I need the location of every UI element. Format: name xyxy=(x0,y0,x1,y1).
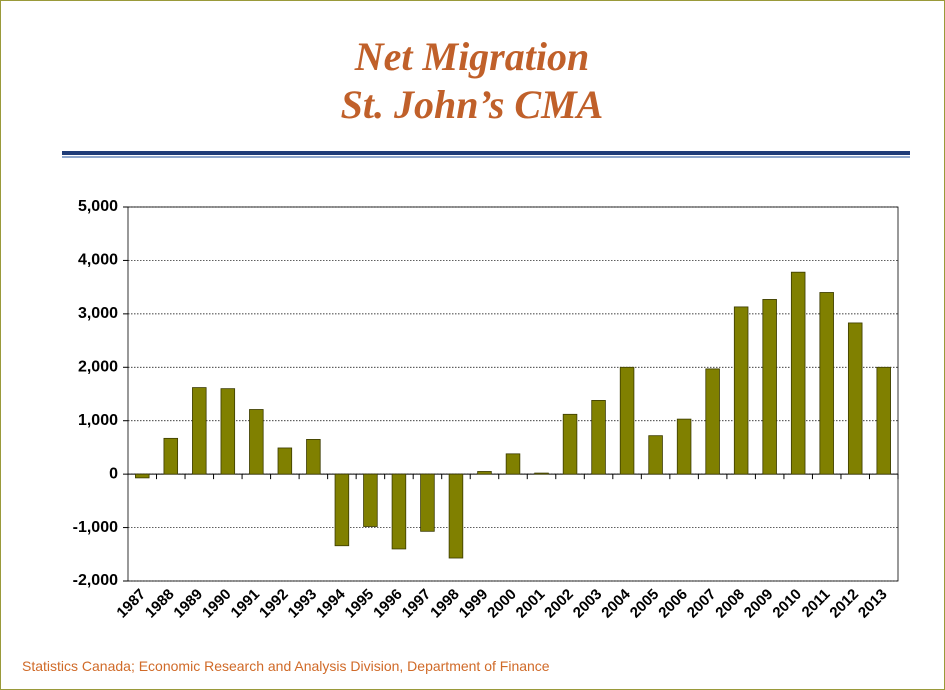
bar xyxy=(819,292,834,475)
bar xyxy=(505,453,521,475)
y-tick-label: -1,000 xyxy=(73,519,118,536)
bar xyxy=(876,366,891,475)
y-tick-label: 3,000 xyxy=(78,305,118,322)
bar xyxy=(448,473,464,559)
bar xyxy=(477,471,492,475)
bar xyxy=(391,473,407,550)
chart-title: Net Migration xyxy=(354,34,589,79)
bar xyxy=(591,400,606,475)
bar xyxy=(619,366,635,475)
bar xyxy=(562,413,578,475)
y-tick-label: -2,000 xyxy=(73,572,118,589)
y-tick-label: 0 xyxy=(109,465,118,482)
y-tick-label: 5,000 xyxy=(78,198,118,215)
y-tick-label: 1,000 xyxy=(78,412,118,429)
bar xyxy=(192,387,207,475)
bar xyxy=(277,447,293,475)
source-note: Statistics Canada; Economic Research and… xyxy=(22,658,550,674)
bar xyxy=(163,437,179,475)
bar xyxy=(676,418,692,475)
bar xyxy=(334,473,350,547)
y-tick-label: 2,000 xyxy=(78,359,118,376)
title-rule xyxy=(62,151,910,155)
plot-frame xyxy=(127,206,899,582)
bar xyxy=(790,271,806,475)
bar xyxy=(306,439,321,475)
bar xyxy=(705,368,720,475)
title-rule-light xyxy=(62,156,910,158)
bar xyxy=(534,472,549,475)
bar xyxy=(648,435,663,475)
bar xyxy=(733,306,749,475)
bar xyxy=(847,322,863,475)
bar xyxy=(220,388,236,475)
bar xyxy=(135,473,150,479)
bar xyxy=(420,473,435,532)
bar xyxy=(363,473,378,527)
bar xyxy=(762,299,777,475)
bar xyxy=(249,409,264,475)
chart-subtitle: St. John’s CMA xyxy=(341,82,604,127)
y-tick-label: 4,000 xyxy=(78,252,118,269)
